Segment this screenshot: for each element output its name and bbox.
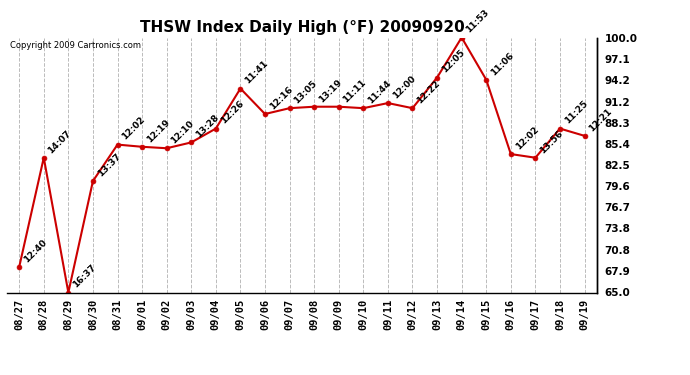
Text: 14:07: 14:07 (46, 128, 73, 155)
Text: Copyright 2009 Cartronics.com: Copyright 2009 Cartronics.com (10, 41, 141, 50)
Text: 13:28: 13:28 (194, 113, 221, 140)
Text: 13:37: 13:37 (96, 152, 122, 178)
Text: 12:10: 12:10 (170, 119, 196, 146)
Text: 11:44: 11:44 (366, 79, 393, 105)
Text: 12:26: 12:26 (219, 99, 245, 126)
Text: 12:19: 12:19 (145, 117, 172, 144)
Title: THSW Index Daily High (°F) 20090920: THSW Index Daily High (°F) 20090920 (139, 20, 464, 35)
Text: 12:05: 12:05 (440, 48, 466, 75)
Text: 13:56: 13:56 (538, 128, 565, 155)
Text: 13:19: 13:19 (317, 77, 344, 104)
Text: 12:40: 12:40 (22, 238, 48, 264)
Text: 12:16: 12:16 (268, 85, 295, 111)
Text: 11:06: 11:06 (489, 51, 515, 77)
Text: 12:00: 12:00 (391, 74, 417, 100)
Text: 12:02: 12:02 (120, 115, 147, 142)
Text: 11:53: 11:53 (464, 8, 491, 35)
Text: 12:22: 12:22 (415, 79, 442, 105)
Text: 16:37: 16:37 (71, 263, 98, 290)
Text: 13:05: 13:05 (293, 79, 319, 105)
Text: 11:25: 11:25 (563, 99, 589, 126)
Text: 11:11: 11:11 (342, 77, 368, 104)
Text: 12:21: 12:21 (587, 106, 614, 133)
Text: 11:41: 11:41 (243, 59, 270, 86)
Text: 12:02: 12:02 (513, 125, 540, 151)
